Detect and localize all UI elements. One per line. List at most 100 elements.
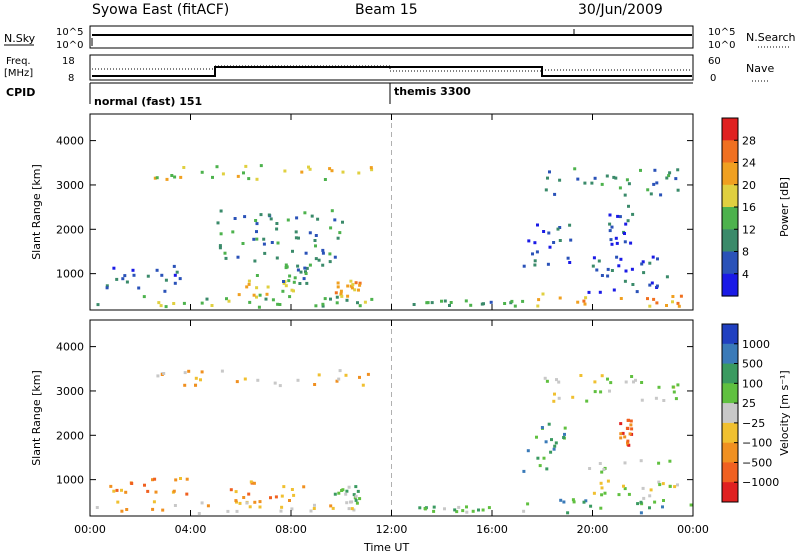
power-cell bbox=[544, 188, 548, 192]
power-cell bbox=[170, 174, 174, 177]
power-cell bbox=[157, 301, 161, 305]
power-cell bbox=[665, 176, 669, 180]
power-cell bbox=[255, 274, 259, 277]
power-cell bbox=[291, 249, 294, 253]
power-cell bbox=[307, 165, 310, 169]
velocity-cell bbox=[550, 438, 553, 442]
freq-label-line1: Freq. bbox=[6, 56, 31, 67]
time-tick-label: 20:00 bbox=[577, 523, 609, 536]
velocity-cell bbox=[657, 385, 661, 389]
power-cell bbox=[527, 239, 531, 243]
power-cell bbox=[276, 241, 280, 245]
power-colorbar-tick-label: 28 bbox=[742, 134, 756, 147]
velocity-cell bbox=[571, 395, 575, 399]
velocity-cell bbox=[593, 390, 597, 394]
velocity-cell bbox=[636, 502, 640, 506]
velocity-cell bbox=[571, 498, 575, 502]
velocity-cell bbox=[672, 390, 676, 394]
power-cell bbox=[182, 301, 186, 305]
velocity-cell bbox=[641, 486, 645, 490]
velocity-cell bbox=[627, 443, 631, 447]
power-colorbar-label: Power [dB] bbox=[778, 177, 791, 237]
beam-title: Beam 15 bbox=[355, 2, 418, 18]
velocity-cell bbox=[125, 508, 129, 511]
power-cell bbox=[262, 237, 266, 241]
power-cell bbox=[96, 303, 100, 307]
velocity-colorbar-tick-label: 25 bbox=[742, 397, 756, 410]
power-cell bbox=[275, 256, 279, 260]
power-cell bbox=[535, 250, 539, 254]
power-cell bbox=[619, 297, 623, 300]
power-cell bbox=[163, 289, 167, 293]
power-cell bbox=[547, 231, 551, 235]
velocity-cell bbox=[657, 480, 661, 484]
power-cell bbox=[623, 279, 627, 283]
velocity-cell bbox=[115, 488, 119, 492]
power-cell bbox=[247, 177, 251, 181]
nsearch-tick-bottom: 10^0 bbox=[708, 40, 735, 51]
power-cell bbox=[357, 288, 360, 292]
velocity-cell bbox=[549, 450, 553, 454]
velocity-cell bbox=[609, 381, 613, 385]
power-cell bbox=[626, 219, 630, 223]
velocity-cell bbox=[120, 509, 124, 513]
velocity-cell bbox=[555, 378, 558, 382]
velocity-colorbar-swatch bbox=[722, 324, 738, 345]
power-cell bbox=[652, 182, 656, 186]
power-cell bbox=[245, 285, 249, 289]
velocity-cell bbox=[658, 483, 662, 487]
power-cell bbox=[323, 178, 327, 181]
velocity-cell bbox=[174, 478, 178, 482]
power-cell bbox=[314, 304, 318, 308]
power-cell bbox=[629, 241, 633, 245]
velocity-cell bbox=[358, 497, 362, 501]
velocity-cell bbox=[639, 500, 643, 504]
power-cell bbox=[608, 222, 612, 226]
power-cell bbox=[121, 277, 125, 281]
nsky-tick-bottom: 10^0 bbox=[56, 40, 83, 51]
velocity-cell bbox=[579, 374, 583, 377]
velocity-cell bbox=[248, 505, 252, 509]
velocity-cell bbox=[280, 494, 284, 498]
power-cell bbox=[321, 302, 325, 306]
power-cell bbox=[652, 297, 656, 301]
velocity-cell bbox=[600, 486, 604, 490]
velocity-cell bbox=[599, 506, 603, 510]
velocity-cell bbox=[538, 464, 542, 468]
power-cell bbox=[430, 301, 434, 305]
power-cell bbox=[305, 266, 309, 270]
power-cell bbox=[281, 289, 285, 293]
power-cell bbox=[175, 270, 179, 274]
power-cell bbox=[255, 230, 258, 234]
power-cell bbox=[640, 262, 644, 266]
velocity-cell bbox=[432, 509, 436, 513]
power-cell bbox=[255, 295, 258, 299]
power-cell bbox=[668, 171, 672, 175]
velocity-cell bbox=[598, 462, 602, 465]
velocity-colorbar-tick-label: −1000 bbox=[742, 476, 779, 489]
velocity-cell bbox=[543, 376, 547, 380]
power-cell bbox=[651, 255, 655, 259]
velocity-cell bbox=[563, 426, 567, 430]
velocity-cell bbox=[547, 422, 551, 426]
power-cell bbox=[142, 295, 146, 299]
velocity-cell bbox=[432, 505, 436, 509]
velocity-cell bbox=[313, 383, 317, 386]
power-cell bbox=[659, 193, 663, 197]
power-cell bbox=[522, 264, 526, 268]
velocity-cell bbox=[226, 509, 230, 513]
power-cell bbox=[211, 175, 214, 179]
velocity-cell bbox=[562, 500, 566, 504]
power-cell bbox=[286, 218, 290, 222]
power-cell bbox=[553, 192, 557, 196]
velocity-cell bbox=[662, 399, 666, 402]
power-cell bbox=[159, 304, 163, 308]
velocity-cell bbox=[552, 399, 556, 403]
velocity-cell bbox=[235, 509, 239, 513]
power-cell bbox=[263, 251, 267, 255]
velocity-cell bbox=[238, 501, 242, 505]
power-colorbar-tick-label: 8 bbox=[742, 246, 749, 259]
power-colorbar-swatch bbox=[722, 251, 738, 275]
power-cell bbox=[321, 263, 325, 267]
power-cell bbox=[641, 260, 645, 264]
